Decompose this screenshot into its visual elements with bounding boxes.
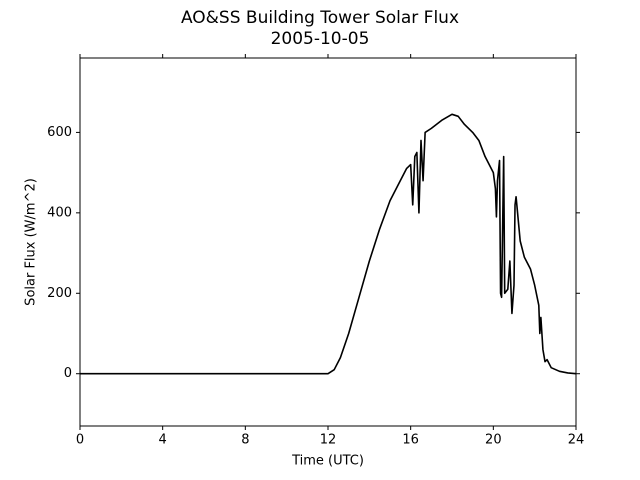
line-series: [80, 113, 577, 375]
chart-title: AO&SS Building Tower Solar Flux: [181, 8, 459, 28]
plot-frame: [79, 57, 577, 427]
x-tick-label: 16: [402, 433, 419, 448]
y-tick-label: 0: [64, 366, 72, 381]
y-axis-label: Solar Flux (W/m^2): [24, 178, 39, 306]
x-tick-label: 20: [485, 433, 502, 448]
x-tick-label: 0: [76, 433, 84, 448]
y-tick-label: 400: [47, 205, 72, 220]
chart-subtitle: 2005-10-05: [271, 29, 370, 49]
x-tick-label: 24: [568, 433, 585, 448]
y-tick-label: 600: [47, 125, 72, 140]
x-axis-label: Time (UTC): [291, 454, 364, 469]
x-tick-label: 12: [320, 433, 337, 448]
x-tick-label: 4: [159, 433, 167, 448]
x-tick-label: 8: [241, 433, 249, 448]
y-tick-label: 200: [47, 286, 72, 301]
